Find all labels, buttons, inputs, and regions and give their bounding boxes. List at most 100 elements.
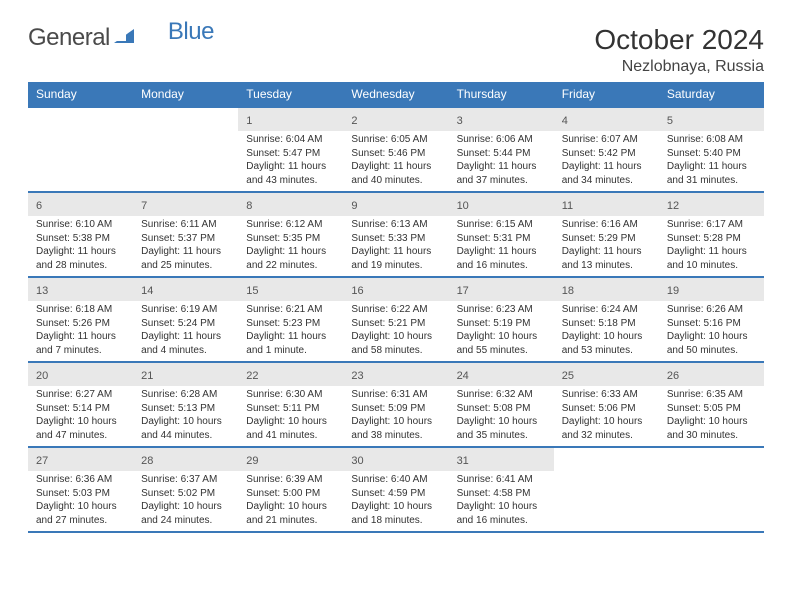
day-header: Sunday [28, 82, 133, 107]
daylight-line: Daylight: 10 hours and 50 minutes. [667, 330, 756, 357]
day-content: Sunrise: 6:13 AMSunset: 5:33 PMDaylight:… [343, 216, 448, 276]
day-content: Sunrise: 6:07 AMSunset: 5:42 PMDaylight:… [554, 131, 659, 191]
calendar-day: 22 Sunrise: 6:30 AMSunset: 5:11 PMDayligh… [238, 362, 343, 447]
daylight-line: Daylight: 10 hours and 18 minutes. [351, 500, 440, 527]
sunset-line: Sunset: 5:02 PM [141, 487, 230, 501]
sunset-line: Sunset: 5:19 PM [457, 317, 546, 331]
sunset-line: Sunset: 5:23 PM [246, 317, 335, 331]
calendar-week: 1Sunrise: 6:04 AMSunset: 5:47 PMDaylight… [28, 107, 764, 192]
day-number: 2 [351, 115, 357, 127]
daylight-line: Daylight: 10 hours and 32 minutes. [562, 415, 651, 442]
daylight-line: Daylight: 11 hours and 1 minute. [246, 330, 335, 357]
sunrise-line: Sunrise: 6:18 AM [36, 303, 125, 317]
daylight-line: Daylight: 10 hours and 30 minutes. [667, 415, 756, 442]
calendar-day: 14Sunrise: 6:19 AMSunset: 5:24 PMDayligh… [133, 277, 238, 362]
brand-text-general: General [28, 24, 110, 52]
day-header: Friday [554, 82, 659, 107]
day-content: Sunrise: 6:19 AMSunset: 5:24 PMDaylight:… [133, 301, 238, 361]
calendar-day: 30Sunrise: 6:40 AMSunset: 4:59 PMDayligh… [343, 447, 448, 532]
sunrise-line: Sunrise: 6:32 AM [457, 388, 546, 402]
calendar-day: 17 Sunrise: 6:23 AMSunset: 5:19 PMDayligh… [449, 277, 554, 362]
daylight-line: Daylight: 10 hours and 16 minutes. [457, 500, 546, 527]
sunset-line: Sunset: 5:47 PM [246, 147, 335, 161]
day-number: 21 [141, 370, 153, 382]
sunset-line: Sunset: 5:13 PM [141, 402, 230, 416]
sunrise-line: Sunrise: 6:06 AM [457, 133, 546, 147]
calendar-day: 20Sunrise: 6:27 AMSunset: 5:14 PMDayligh… [28, 362, 133, 447]
sunset-line: Sunset: 5:44 PM [457, 147, 546, 161]
day-number: 5 [667, 115, 673, 127]
sunset-line: Sunset: 5:46 PM [351, 147, 440, 161]
sunrise-line: Sunrise: 6:04 AM [246, 133, 335, 147]
day-content: Sunrise: 6:10 AMSunset: 5:38 PMDaylight:… [28, 216, 133, 276]
day-header: Saturday [659, 82, 764, 107]
day-content: Sunrise: 6:21 AMSunset: 5:23 PMDaylight:… [238, 301, 343, 361]
day-number: 16 [351, 285, 363, 297]
sunrise-line: Sunrise: 6:12 AM [246, 218, 335, 232]
day-content: Sunrise: 6:35 AMSunset: 5:05 PMDaylight:… [659, 386, 764, 446]
day-number: 22 [246, 370, 258, 382]
sunrise-line: Sunrise: 6:17 AM [667, 218, 756, 232]
day-content: Sunrise: 6:39 AMSunset: 5:00 PMDaylight:… [238, 471, 343, 531]
calendar-day: 19Sunrise: 6:26 AMSunset: 5:16 PMDayligh… [659, 277, 764, 362]
calendar-day: 2Sunrise: 6:05 AMSunset: 5:46 PMDaylight… [343, 107, 448, 192]
brand-logo: General Blue [28, 24, 214, 52]
sunrise-line: Sunrise: 6:39 AM [246, 473, 335, 487]
daylight-line: Daylight: 10 hours and 55 minutes. [457, 330, 546, 357]
day-content: Sunrise: 6:11 AMSunset: 5:37 PMDaylight:… [133, 216, 238, 276]
day-content: Sunrise: 6:30 AMSunset: 5:11 PMDaylight:… [238, 386, 343, 446]
sunset-line: Sunset: 5:35 PM [246, 232, 335, 246]
calendar-day: 5 Sunrise: 6:08 AMSunset: 5:40 PMDaylight… [659, 107, 764, 192]
daylight-line: Daylight: 10 hours and 21 minutes. [246, 500, 335, 527]
calendar-table: SundayMondayTuesdayWednesdayThursdayFrid… [28, 82, 764, 533]
sunrise-line: Sunrise: 6:27 AM [36, 388, 125, 402]
day-number: 4 [562, 115, 568, 127]
sunset-line: Sunset: 5:29 PM [562, 232, 651, 246]
sunrise-line: Sunrise: 6:16 AM [562, 218, 651, 232]
day-content: Sunrise: 6:12 AMSunset: 5:35 PMDaylight:… [238, 216, 343, 276]
calendar-day: 6Sunrise: 6:10 AMSunset: 5:38 PMDaylight… [28, 192, 133, 277]
sunset-line: Sunset: 5:06 PM [562, 402, 651, 416]
day-content: Sunrise: 6:41 AMSunset: 4:58 PMDaylight:… [449, 471, 554, 531]
day-header: Wednesday [343, 82, 448, 107]
day-number: 26 [667, 370, 679, 382]
sunset-line: Sunset: 5:05 PM [667, 402, 756, 416]
calendar-day: 7Sunrise: 6:11 AMSunset: 5:37 PMDaylight… [133, 192, 238, 277]
day-content: Sunrise: 6:28 AMSunset: 5:13 PMDaylight:… [133, 386, 238, 446]
calendar-day: 15Sunrise: 6:21 AMSunset: 5:23 PMDayligh… [238, 277, 343, 362]
daylight-line: Daylight: 11 hours and 16 minutes. [457, 245, 546, 272]
day-content: Sunrise: 6:08 AMSunset: 5:40 PMDaylight:… [659, 131, 764, 191]
sunset-line: Sunset: 5:28 PM [667, 232, 756, 246]
sunrise-line: Sunrise: 6:36 AM [36, 473, 125, 487]
sunrise-line: Sunrise: 6:37 AM [141, 473, 230, 487]
day-content: Sunrise: 6:31 AMSunset: 5:09 PMDaylight:… [343, 386, 448, 446]
day-number: 3 [457, 115, 463, 127]
location: Nezlobnaya, Russia [594, 58, 764, 76]
day-content: Sunrise: 6:17 AMSunset: 5:28 PMDaylight:… [659, 216, 764, 276]
day-number: 17 [457, 285, 469, 297]
sunset-line: Sunset: 5:03 PM [36, 487, 125, 501]
daylight-line: Daylight: 11 hours and 13 minutes. [562, 245, 651, 272]
sunrise-line: Sunrise: 6:19 AM [141, 303, 230, 317]
day-content: Sunrise: 6:18 AMSunset: 5:26 PMDaylight:… [28, 301, 133, 361]
sunset-line: Sunset: 5:31 PM [457, 232, 546, 246]
calendar-day: 11 Sunrise: 6:16 AMSunset: 5:29 PMDayligh… [554, 192, 659, 277]
calendar-day: 25Sunrise: 6:33 AMSunset: 5:06 PMDayligh… [554, 362, 659, 447]
calendar-day: 12Sunrise: 6:17 AMSunset: 5:28 PMDayligh… [659, 192, 764, 277]
sunset-line: Sunset: 5:38 PM [36, 232, 125, 246]
day-content: Sunrise: 6:26 AMSunset: 5:16 PMDaylight:… [659, 301, 764, 361]
sunset-line: Sunset: 4:59 PM [351, 487, 440, 501]
sunset-line: Sunset: 5:33 PM [351, 232, 440, 246]
day-number: 11 [562, 200, 573, 212]
day-number: 20 [36, 370, 48, 382]
daylight-line: Daylight: 11 hours and 40 minutes. [351, 160, 440, 187]
sunset-line: Sunset: 5:24 PM [141, 317, 230, 331]
sunset-line: Sunset: 5:16 PM [667, 317, 756, 331]
calendar-day: 1Sunrise: 6:04 AMSunset: 5:47 PMDaylight… [238, 107, 343, 192]
daylight-line: Daylight: 11 hours and 37 minutes. [457, 160, 546, 187]
calendar-day: 27Sunrise: 6:36 AMSunset: 5:03 PMDayligh… [28, 447, 133, 532]
calendar-day: 23Sunrise: 6:31 AMSunset: 5:09 PMDayligh… [343, 362, 448, 447]
day-number: 10 [457, 200, 469, 212]
sunrise-line: Sunrise: 6:23 AM [457, 303, 546, 317]
daylight-line: Daylight: 11 hours and 22 minutes. [246, 245, 335, 272]
